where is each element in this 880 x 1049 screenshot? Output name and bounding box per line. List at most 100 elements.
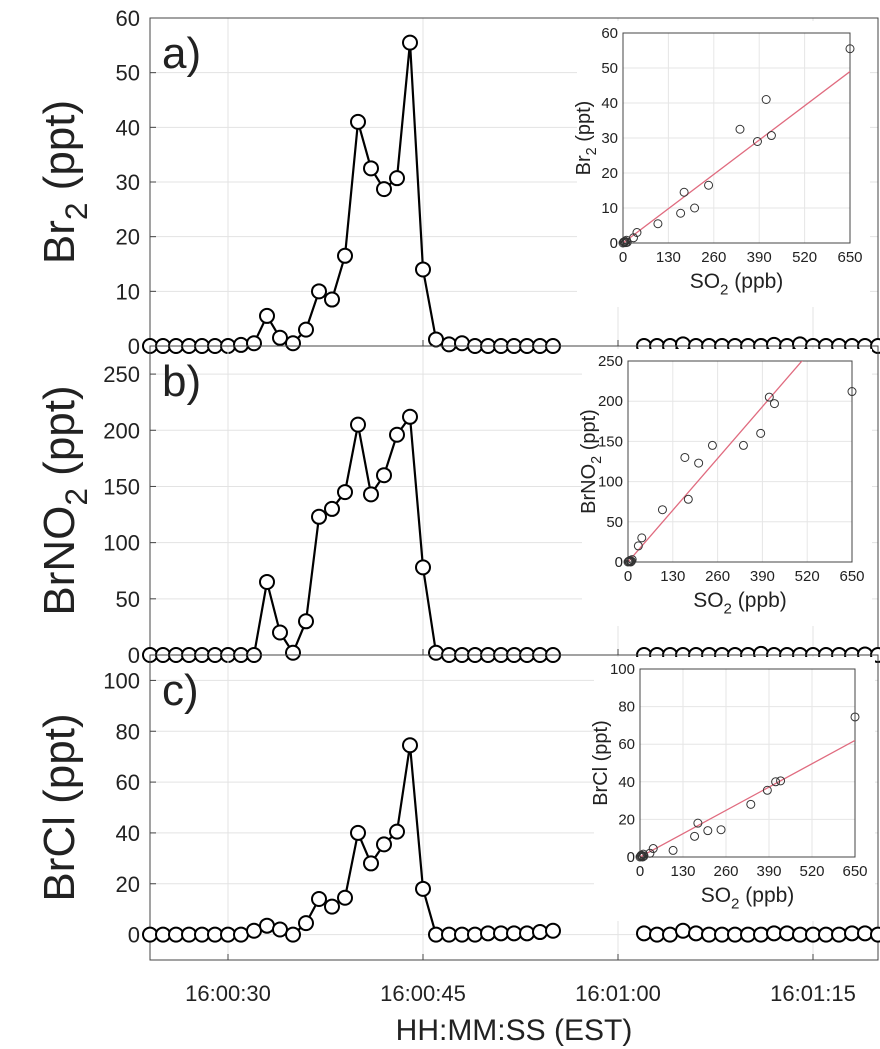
data-point <box>376 836 392 853</box>
data-point <box>285 644 301 661</box>
inset-x-tick-label: 390 <box>747 249 772 266</box>
inset-y-tick-label: 0 <box>615 554 623 571</box>
inset-y-tick-label: 40 <box>618 774 635 791</box>
inset-y-axis-title-main: BrNO <box>578 464 600 514</box>
x-tick-label: 16:01:15 <box>770 981 856 1006</box>
inset-point <box>771 777 781 787</box>
y-tick-label: 60 <box>116 770 140 795</box>
inset-y-tick-label: 50 <box>601 60 618 77</box>
inset-y-tick-label: 20 <box>618 811 635 828</box>
panel-label: a) <box>162 29 201 78</box>
data-point <box>714 926 730 943</box>
data-point <box>155 926 171 943</box>
inset-y-tick-label: 100 <box>610 661 635 678</box>
inset-point <box>847 387 857 397</box>
y-axis-title-tail: (ppt) <box>35 100 84 203</box>
data-point <box>376 467 392 484</box>
inset-point <box>653 219 663 229</box>
inset-x-tick-label: 260 <box>705 568 730 585</box>
inset-point <box>648 844 658 854</box>
y-tick-label: 20 <box>116 872 140 897</box>
data-point <box>428 331 444 348</box>
data-point <box>298 915 314 932</box>
y-tick-label: 0 <box>128 643 140 668</box>
inset-point <box>752 137 762 146</box>
y-tick-label: 50 <box>116 587 140 612</box>
inset-point <box>738 440 748 450</box>
y-tick-label: 200 <box>103 418 140 443</box>
inset-point <box>635 852 645 862</box>
inset-point <box>683 494 693 504</box>
data-point <box>402 34 418 51</box>
data-point <box>337 889 353 906</box>
inset-point <box>703 826 713 836</box>
y-axis-title-main: BrCl <box>35 816 84 902</box>
inset-frame <box>622 32 851 244</box>
y-axis-title-main: BrNO <box>35 506 84 616</box>
data-point <box>454 335 470 352</box>
x-tick-label: 16:00:30 <box>185 981 271 1006</box>
data-point <box>194 926 210 943</box>
data-point <box>857 925 873 942</box>
series-line <box>150 415 553 657</box>
inset-x-tick-label: 390 <box>756 863 781 880</box>
inset-point <box>639 851 649 861</box>
data-point <box>285 335 301 352</box>
inset-point <box>716 825 726 835</box>
inset-point <box>633 541 643 551</box>
inset-x-axis-title-tail: (ppb) <box>728 270 783 293</box>
inset-y-axis-title-tail: (ppt) <box>573 101 595 148</box>
inset-y-tick-label: 60 <box>618 736 635 753</box>
y-tick-label: 100 <box>103 531 140 556</box>
inset-y-axis-title: Br2 (ppt) <box>573 101 600 176</box>
inset-point <box>694 458 704 468</box>
y-axis-title-tail: (ppt) <box>35 713 84 816</box>
inset-point <box>690 831 700 841</box>
series-line <box>150 744 554 936</box>
inset-point <box>764 392 774 402</box>
y-tick-label: 0 <box>128 923 140 948</box>
inset-y-axis-title-main: Br <box>573 155 595 175</box>
inset-x-tick-label: 260 <box>701 249 726 266</box>
data-point <box>337 484 353 501</box>
data-point <box>636 925 652 942</box>
data-point <box>389 426 405 443</box>
data-point <box>727 926 743 943</box>
inset-y-axis-title-tail: (ppt) <box>590 720 612 767</box>
data-point <box>831 926 847 943</box>
inset-point <box>627 555 637 565</box>
data-point <box>493 925 509 942</box>
inset-y-tick-label: 50 <box>606 514 623 531</box>
data-point <box>350 113 366 130</box>
inset-x-axis-title: SO2 (ppb) <box>690 270 784 298</box>
inset-x-tick-label: 390 <box>750 568 775 585</box>
inset-x-axis-title: SO2 (ppb) <box>701 884 795 912</box>
inset-y-axis-title: BrNO2 (ppt) <box>578 409 605 514</box>
data-point <box>207 926 223 943</box>
y-tick-label: 40 <box>116 821 140 846</box>
y-axis-title-tail: (ppt) <box>35 385 84 488</box>
inset-x-tick-label: 260 <box>713 863 738 880</box>
data-point <box>233 926 249 943</box>
data-point <box>311 508 327 525</box>
data-point <box>363 486 379 503</box>
inset-point <box>679 187 689 197</box>
inset-y-tick-label: 30 <box>601 130 618 147</box>
data-point <box>272 624 288 641</box>
data-point <box>324 500 340 517</box>
inset-x-axis-title-main: SO <box>693 589 723 612</box>
inset-y-axis-title: BrCl (ppt) <box>590 720 612 806</box>
data-point <box>402 408 418 425</box>
inset-y-tick-label: 100 <box>598 474 623 491</box>
inset-x-tick-label: 650 <box>837 249 862 266</box>
data-point <box>441 926 457 943</box>
inset-background <box>577 21 870 307</box>
data-point <box>220 926 236 943</box>
inset-point <box>769 399 779 409</box>
inset-x-axis-title-tail: (ppb) <box>732 589 787 612</box>
inset-point <box>668 845 678 855</box>
data-point <box>818 926 834 943</box>
